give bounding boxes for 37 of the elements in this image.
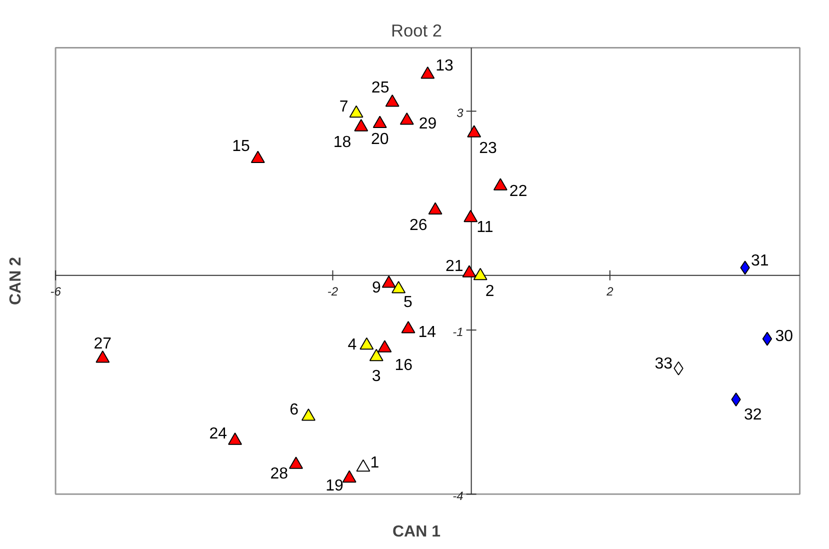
annotation: 29 bbox=[418, 116, 437, 132]
annotation: 4 bbox=[348, 336, 357, 354]
annotation: 23 bbox=[479, 140, 497, 158]
x-tick-label: -6 bbox=[50, 284, 62, 298]
annotation: 9 bbox=[372, 280, 381, 297]
annotation: 27 bbox=[94, 335, 112, 352]
annotation: 30 bbox=[775, 328, 794, 345]
annotation: 18 bbox=[333, 134, 352, 152]
annotation: 15 bbox=[232, 138, 250, 155]
chart-title: Root 2 bbox=[390, 20, 442, 40]
annotation: 5 bbox=[404, 294, 413, 312]
annotation: 28 bbox=[270, 466, 288, 483]
annotation: 25 bbox=[371, 79, 390, 96]
annotation: 7 bbox=[339, 98, 348, 116]
annotation: 21 bbox=[445, 258, 464, 276]
y-axis-title: CAN 2 bbox=[8, 256, 24, 306]
y-tick-label: -1 bbox=[452, 325, 464, 340]
annotation: 3 bbox=[372, 368, 381, 385]
annotation: 24 bbox=[209, 426, 228, 443]
annotation: 19 bbox=[326, 477, 344, 494]
annotation: 16 bbox=[394, 357, 413, 374]
annotation: 32 bbox=[744, 406, 762, 424]
annotation: 26 bbox=[409, 217, 428, 234]
annotation: 33 bbox=[654, 355, 673, 372]
y-tick-label: 3 bbox=[456, 106, 464, 120]
annotation: 11 bbox=[476, 218, 494, 236]
annotation: 14 bbox=[418, 324, 436, 341]
x-tick-label: -2 bbox=[327, 284, 338, 298]
annotation: 13 bbox=[436, 58, 454, 75]
x-tick-label: 2 bbox=[606, 284, 614, 298]
annotation: 20 bbox=[370, 130, 389, 148]
y-tick-label: -4 bbox=[452, 489, 464, 504]
x-axis-title: CAN 1 bbox=[392, 524, 441, 540]
annotation: 31 bbox=[751, 252, 769, 270]
annotation: 1 bbox=[370, 454, 380, 472]
annotation: 6 bbox=[290, 401, 299, 418]
annotation: 22 bbox=[509, 183, 528, 200]
